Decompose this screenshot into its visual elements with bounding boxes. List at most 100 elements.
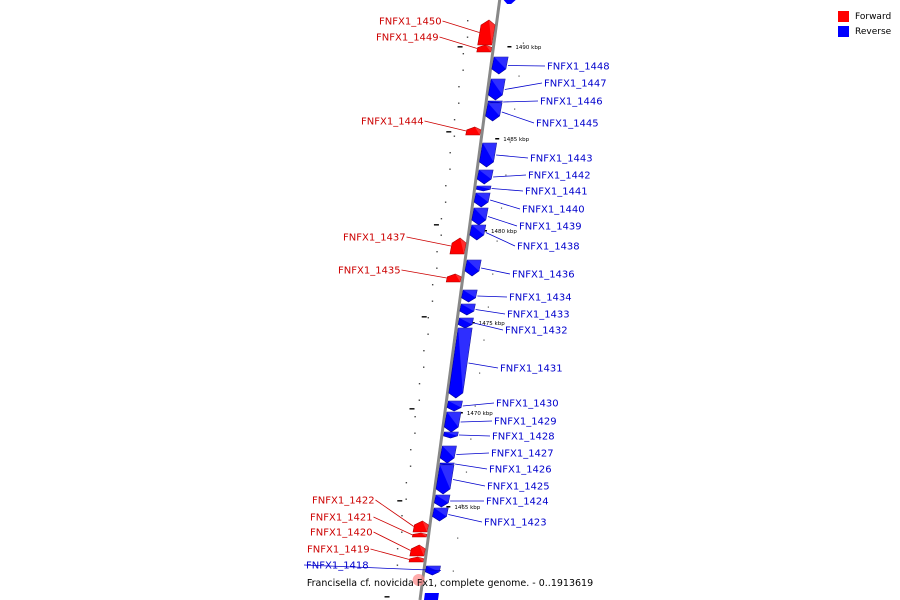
gene-shape[interactable] (443, 431, 459, 439)
gene-fnfx1_1430[interactable] (446, 400, 463, 412)
tick-dot (440, 218, 443, 220)
gene-highlight (458, 328, 473, 393)
gene-fnfx1_1443[interactable] (479, 142, 498, 168)
gene-label: FNFX1_1444 (361, 117, 424, 128)
gene-shape[interactable] (465, 126, 482, 136)
scale-tick-label: 1465 kbp (454, 505, 480, 511)
gene-shape[interactable] (443, 411, 462, 433)
gene-shape[interactable] (475, 185, 492, 192)
gene-shape[interactable] (464, 259, 482, 277)
gene-shape[interactable] (491, 56, 509, 75)
gene-shape[interactable] (473, 192, 491, 208)
leader-line (448, 514, 483, 523)
gene-partial-bottom-forward (412, 574, 425, 586)
gene-highlight (463, 290, 478, 298)
gene-highlight (459, 318, 474, 325)
gene-fnfx1_1447[interactable] (488, 78, 506, 101)
gene-fnfx1_1439[interactable] (471, 207, 489, 226)
gene-fnfx1_1445[interactable] (485, 102, 503, 122)
gene-shape[interactable] (435, 464, 455, 495)
gene-shape[interactable] (457, 317, 474, 329)
gene-shape[interactable] (432, 507, 449, 522)
gene-shape[interactable] (412, 520, 429, 533)
gene-label: FNFX1_1428 (492, 432, 555, 443)
tick-dot (436, 251, 438, 253)
gene-shape[interactable] (487, 100, 503, 104)
gene-shape[interactable] (461, 289, 478, 303)
gene-fnfx1_1434[interactable] (461, 289, 478, 303)
gene-fnfx1_1436[interactable] (464, 259, 482, 277)
gene-highlight (446, 412, 461, 427)
gene-highlight (476, 193, 491, 203)
gene-fnfx1_1433[interactable] (459, 303, 476, 316)
scale-tick-mark (446, 506, 451, 508)
gene-shape[interactable] (459, 303, 476, 316)
tick-dot (462, 69, 464, 71)
gene-shape[interactable] (408, 556, 425, 563)
scale-ticks: 1490 kbp 1485 kbp 1480 kbp 1475 kbp 1470 kbp… (446, 45, 542, 511)
legend-item-reverse: Reverse (838, 24, 891, 39)
leader-line (481, 267, 511, 275)
gene-fnfx1_1422[interactable] (412, 520, 429, 533)
gene-shape[interactable] (448, 327, 473, 399)
gene-fnfx1_1423[interactable] (432, 507, 449, 522)
tick-dot (470, 438, 472, 440)
gene-label: FNFX1_1427 (491, 449, 554, 460)
gene-fnfx1_1446[interactable] (487, 100, 503, 104)
tick-dot (452, 570, 454, 572)
gene-highlight (460, 238, 467, 254)
gene-fnfx1_1435[interactable] (445, 273, 462, 283)
tick-dot (453, 135, 456, 137)
tick-dot (449, 168, 451, 170)
tick-dot (409, 465, 412, 467)
gene-fnfx1_1437[interactable] (449, 237, 467, 255)
gene-fnfx1_1426[interactable] (439, 462, 455, 466)
gene-label: FNFX1_1442 (528, 171, 591, 182)
gene-shape[interactable] (411, 532, 428, 538)
gene-fnfx1_1438[interactable] (469, 224, 487, 241)
gene-shape[interactable] (445, 273, 462, 283)
gene-fnfx1_1427[interactable] (439, 445, 457, 464)
tick-dot (405, 482, 408, 484)
gene-fnfx1_1420[interactable] (409, 544, 426, 557)
gene-shape[interactable] (439, 462, 455, 466)
leader-line (456, 452, 490, 455)
gene-shape[interactable] (446, 400, 463, 412)
gene-fnfx1_1431[interactable] (448, 327, 473, 399)
gene-fnfx1_1432[interactable] (457, 317, 474, 329)
gene-fnfx1_1421[interactable] (411, 532, 428, 538)
gene-fnfx1_1450[interactable] (477, 19, 496, 46)
gene-fnfx1_1444[interactable] (465, 126, 482, 136)
gene-fnfx1_1419[interactable] (408, 556, 425, 563)
leader-line (491, 188, 524, 192)
gene-shape[interactable] (471, 207, 489, 226)
scale-tick-mark (482, 230, 487, 232)
gene-shape[interactable] (485, 102, 503, 122)
gene-shape[interactable] (434, 494, 451, 508)
gene-fnfx1_1448[interactable] (491, 56, 509, 75)
gene-highlight (471, 225, 486, 235)
gene-fnfx1_1424[interactable] (434, 494, 451, 508)
tick-dot (431, 300, 434, 302)
gene-fnfx1_1441[interactable] (475, 185, 492, 192)
scale-tick-label: 1480 kbp (491, 229, 517, 235)
gene-shape[interactable] (409, 544, 426, 557)
gene-shape[interactable] (488, 78, 506, 101)
gene-highlight (422, 521, 429, 532)
gene-shape[interactable] (476, 169, 494, 185)
gene-fnfx1_1442[interactable] (476, 169, 494, 185)
genome-axis (418, 0, 502, 600)
gene-fnfx1_1428[interactable] (443, 431, 459, 439)
tick-dash (397, 500, 403, 502)
gene-shape[interactable] (449, 237, 467, 255)
gene-fnfx1_1449[interactable] (476, 44, 493, 53)
gene-shape[interactable] (469, 224, 487, 241)
gene-shape[interactable] (439, 445, 457, 464)
gene-fnfx1_1425[interactable] (435, 464, 455, 495)
gene-shape[interactable] (479, 142, 498, 168)
tick-dot (410, 449, 412, 451)
gene-fnfx1_1440[interactable] (473, 192, 491, 208)
gene-shape[interactable] (476, 44, 493, 53)
tick-dot (427, 317, 429, 319)
gene-fnfx1_1429[interactable] (443, 411, 462, 433)
